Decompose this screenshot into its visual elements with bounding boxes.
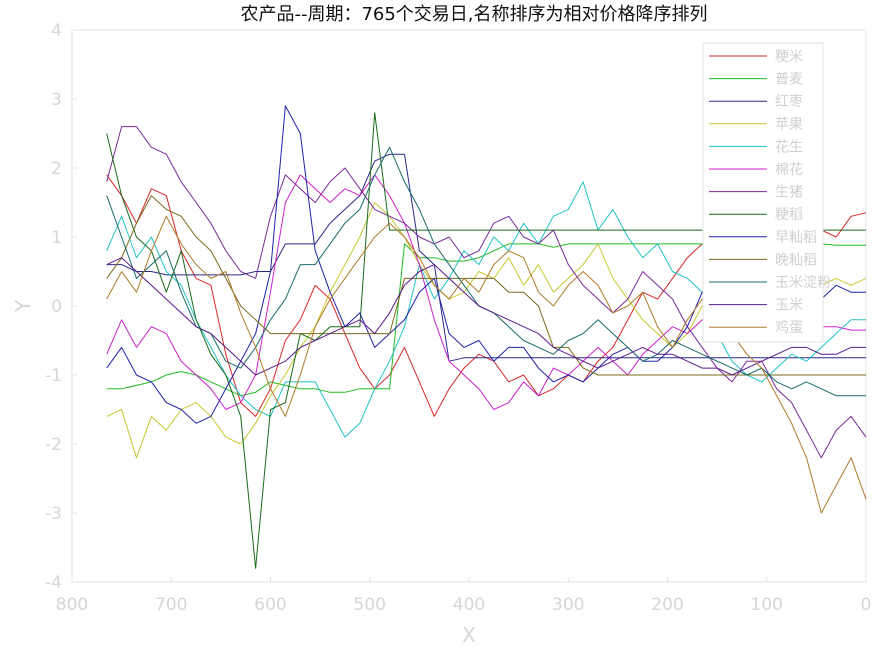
y-tick-label: 0	[51, 297, 62, 317]
x-tick-label: 500	[354, 595, 386, 615]
y-tick-label: 4	[51, 21, 62, 41]
y-tick-label: -4	[45, 573, 62, 593]
x-axis-label: X	[462, 623, 476, 647]
legend-label: 玉米淀粉	[775, 275, 831, 291]
legend-label: 普麦	[775, 72, 803, 88]
y-axis: 4 3 2 1 0 -1 -2 -3 -4	[45, 21, 77, 593]
y-tick-label: 1	[51, 228, 62, 248]
x-tick-label: 400	[453, 595, 485, 615]
y-tick-label: -3	[45, 504, 62, 524]
chart-title: 农产品--周期：765个交易日,名称排序为相对价格降序排列	[240, 4, 707, 25]
legend-label: 粳稻	[775, 207, 803, 223]
legend-label: 早籼稻	[775, 230, 817, 246]
legend-label: 粳米	[775, 49, 803, 65]
x-axis: 800 700 600 500 400 300 200 100 0	[56, 577, 872, 615]
series-line-11	[106, 257, 866, 376]
legend-label: 鸡蛋	[775, 319, 803, 336]
x-tick-label: 600	[254, 595, 286, 615]
y-axis-label: Y	[11, 299, 35, 313]
legend-label: 生猪	[775, 185, 803, 201]
y-tick-label: -1	[45, 366, 62, 386]
series-line-2	[106, 153, 866, 362]
series-line-4	[106, 181, 866, 438]
x-tick-label: 200	[651, 595, 683, 615]
legend-label: 棉花	[775, 161, 803, 178]
legend-label: 花生	[775, 139, 803, 155]
legend-label: 苹果	[775, 117, 803, 133]
series-line-12	[106, 215, 867, 514]
x-tick-label: 800	[56, 595, 88, 615]
legend-label: 晚籼稻	[775, 252, 817, 268]
x-tick-label: 100	[751, 595, 783, 615]
y-tick-label: -2	[45, 435, 62, 455]
legend-box	[702, 42, 824, 343]
x-tick-label: 0	[861, 595, 872, 615]
x-tick-label: 300	[552, 595, 584, 615]
x-tick-label: 700	[155, 595, 187, 615]
legend-label: 玉米	[775, 298, 803, 314]
legend-label: 红枣	[775, 94, 803, 110]
y-tick-label: 3	[51, 90, 62, 110]
y-tick-label: 2	[51, 159, 62, 179]
